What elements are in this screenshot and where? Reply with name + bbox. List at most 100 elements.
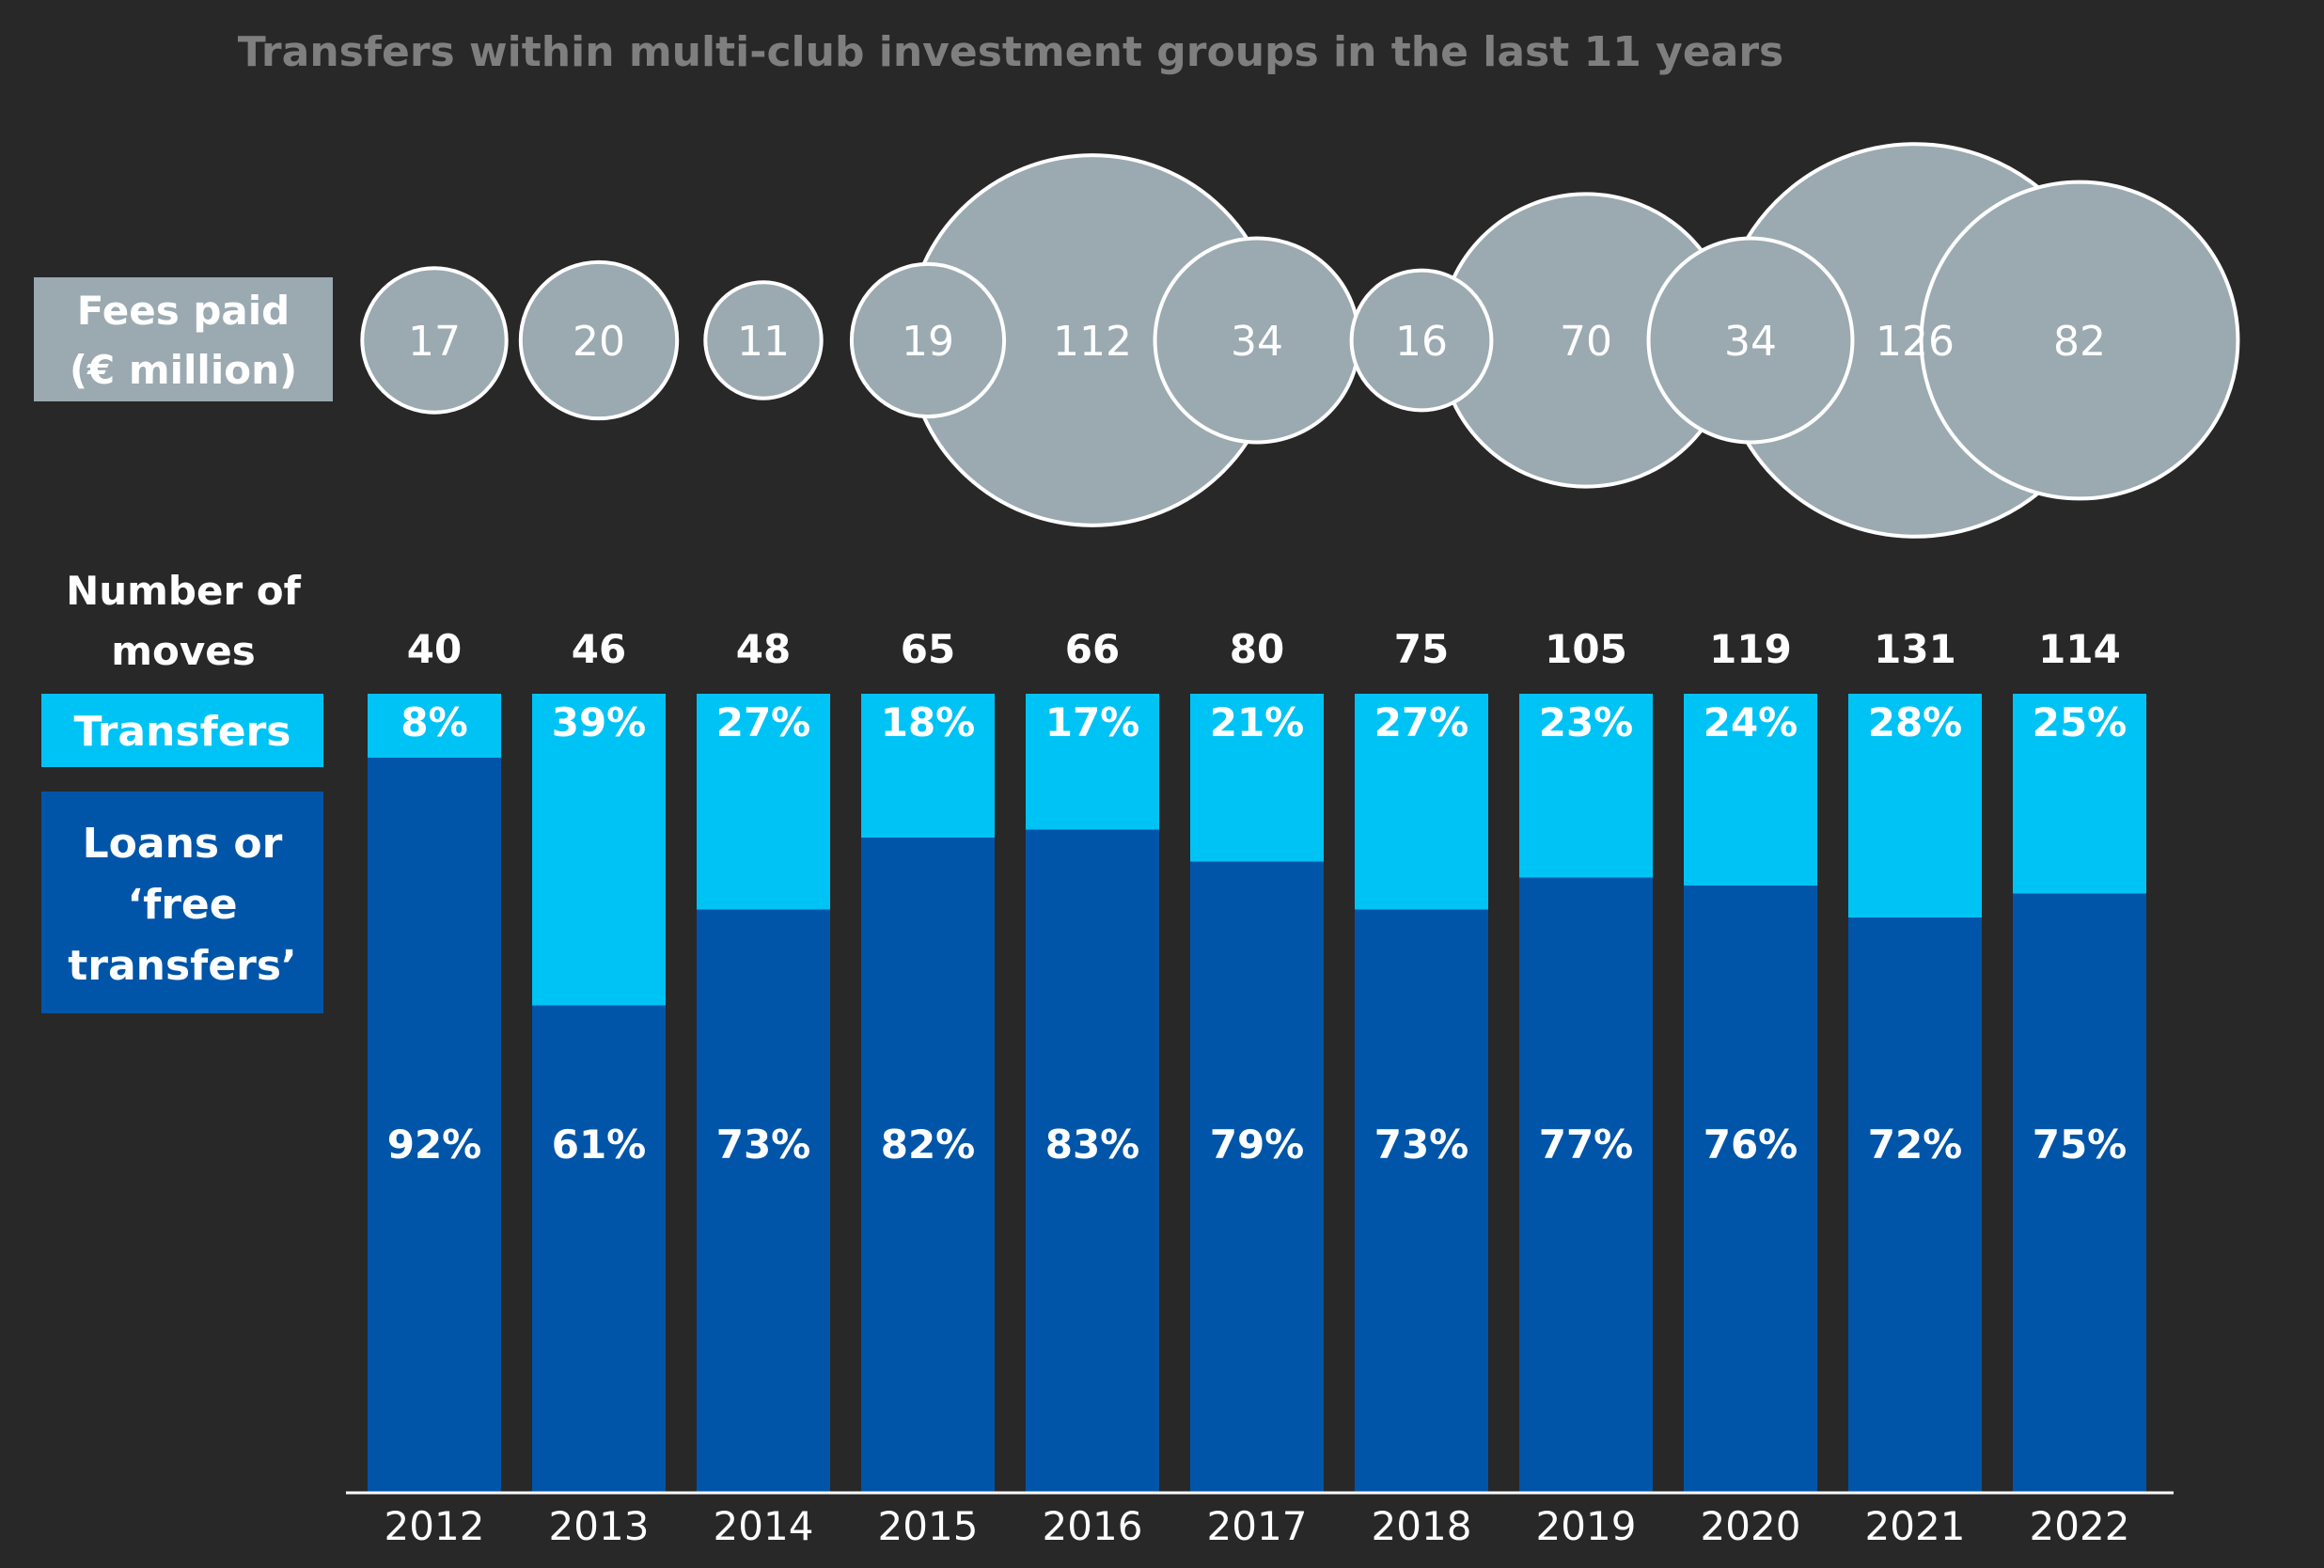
moves-value-2012: 40 [407, 626, 462, 672]
fee-bubble-2015 [849, 261, 1007, 419]
bar-loans-2020 [1684, 886, 1817, 1493]
bar-loans-2022 [2013, 893, 2146, 1493]
bar-transfers-2017 [1190, 694, 1324, 864]
chart-title: Transfers within multi-club investment g… [238, 28, 1784, 76]
bar-loans-2013 [532, 1005, 666, 1493]
moves-value-2015: 65 [901, 626, 955, 672]
bar-transfers-2021 [1848, 694, 1982, 919]
fee-bubble-2020 [1646, 236, 1855, 445]
x-tick-2021: 2021 [1865, 1503, 1966, 1549]
bar-loans-2014 [697, 909, 830, 1493]
moves-label-line2: moves [111, 628, 255, 674]
x-axis-tick-labels: 2012 2013 2014 2015 2016 2017 2018 2019 2020 2021… [385, 1503, 2130, 1549]
label-transfers-2019: 23% [1539, 699, 1634, 745]
moves-label-line1: Number of [66, 568, 302, 614]
bar-loans-2016 [1026, 829, 1159, 1493]
label-transfers-2015: 18% [881, 699, 976, 745]
moves-value-2014: 48 [736, 626, 791, 672]
bar-transfers-2014 [697, 694, 830, 912]
moves-value-2022: 114 [2038, 626, 2121, 672]
fee-value-2017: 34 [1231, 318, 1283, 366]
fee-bubble-2012 [360, 266, 509, 415]
legend-label-loans-line3: transfers’ [68, 942, 297, 990]
label-transfers-2013: 39% [552, 699, 647, 745]
legend: Transfers Loans or ‘free transfers’ [41, 694, 323, 1013]
fee-bubble-2014 [703, 280, 824, 400]
legend-label-loans-line1: Loans or [83, 820, 283, 868]
bar-transfers-2018 [1355, 694, 1488, 912]
bar-loans-2019 [1519, 877, 1653, 1493]
label-transfers-2016: 17% [1045, 699, 1140, 745]
moves-label: Number of moves [66, 568, 302, 674]
moves-value-2021: 131 [1874, 626, 1956, 672]
x-tick-2020: 2020 [1701, 1503, 1801, 1549]
fee-bubble-2018 [1349, 268, 1494, 413]
label-transfers-2012: 8% [400, 699, 467, 745]
bar-loans-2017 [1190, 861, 1324, 1493]
moves-values: 40 46 48 65 66 80 75 105 119 131 114 [407, 626, 2121, 672]
fee-value-2021: 126 [1876, 318, 1955, 366]
fee-value-2013: 20 [573, 318, 625, 366]
x-tick-2019: 2019 [1536, 1503, 1637, 1549]
bar-transfers-2013 [532, 694, 666, 1008]
label-loans-2017: 79% [1210, 1121, 1305, 1168]
bar-transfers-2019 [1519, 694, 1653, 880]
label-transfers-2017: 21% [1210, 699, 1305, 745]
fee-value-2016: 112 [1053, 318, 1132, 366]
label-loans-2013: 61% [552, 1121, 647, 1168]
label-loans-2019: 77% [1539, 1121, 1634, 1168]
label-loans-2014: 73% [716, 1121, 811, 1168]
label-loans-2020: 76% [1704, 1121, 1798, 1168]
fee-value-2014: 11 [737, 318, 790, 366]
bar-transfers-2012 [368, 694, 501, 760]
bar-transfers-2015 [861, 694, 995, 839]
fees-label-background [34, 277, 333, 401]
moves-value-2017: 80 [1230, 626, 1284, 672]
label-loans-2018: 73% [1374, 1121, 1469, 1168]
fee-value-2020: 34 [1724, 318, 1777, 366]
fee-bubble-2022 [1919, 180, 2240, 501]
x-tick-2022: 2022 [2030, 1503, 2130, 1549]
x-tick-2013: 2013 [549, 1503, 650, 1549]
x-tick-2016: 2016 [1043, 1503, 1143, 1549]
label-transfers-2022: 25% [2033, 699, 2128, 745]
bar-transfers-2020 [1684, 694, 1817, 887]
bar-loans-2012 [368, 758, 501, 1493]
fees-label-line2: (€ million) [70, 347, 297, 393]
bar-transfers-2022 [2013, 694, 2146, 896]
moves-value-2013: 46 [572, 626, 626, 672]
bar-loans-2018 [1355, 909, 1488, 1493]
label-transfers-2014: 27% [716, 699, 811, 745]
label-loans-2022: 75% [2033, 1121, 2128, 1168]
label-loans-2012: 92% [387, 1121, 482, 1168]
fees-label: Fees paid (€ million) [34, 277, 333, 401]
bar-transfers-2016 [1026, 694, 1159, 832]
x-tick-2015: 2015 [878, 1503, 979, 1549]
x-tick-2012: 2012 [385, 1503, 485, 1549]
x-tick-2018: 2018 [1372, 1503, 1472, 1549]
label-loans-2015: 82% [881, 1121, 976, 1168]
bar-loans-2015 [861, 838, 995, 1493]
label-transfers-2020: 24% [1704, 699, 1798, 745]
x-tick-2014: 2014 [714, 1503, 814, 1549]
fee-bubble-2013 [518, 259, 680, 421]
label-transfers-2018: 27% [1374, 699, 1469, 745]
fee-value-2019: 70 [1560, 318, 1612, 366]
bar-loans-2021 [1848, 917, 1982, 1493]
label-loans-2016: 83% [1045, 1121, 1140, 1168]
fees-bubbles: 17 20 11 19 112 34 16 70 34 126 82 [360, 142, 2240, 539]
legend-label-loans-line2: ‘free [127, 881, 237, 929]
moves-value-2020: 119 [1709, 626, 1792, 672]
x-tick-2017: 2017 [1207, 1503, 1308, 1549]
fee-value-2012: 17 [408, 318, 461, 366]
fee-value-2022: 82 [2053, 318, 2106, 366]
moves-value-2019: 105 [1545, 626, 1627, 672]
legend-item-transfers: Transfers [41, 694, 323, 767]
legend-item-loans: Loans or ‘free transfers’ [41, 792, 323, 1013]
fees-label-line1: Fees paid [77, 288, 290, 334]
fee-value-2018: 16 [1395, 318, 1448, 366]
label-loans-2021: 72% [1868, 1121, 1963, 1168]
moves-value-2016: 66 [1065, 626, 1120, 672]
fee-value-2015: 19 [902, 318, 954, 366]
